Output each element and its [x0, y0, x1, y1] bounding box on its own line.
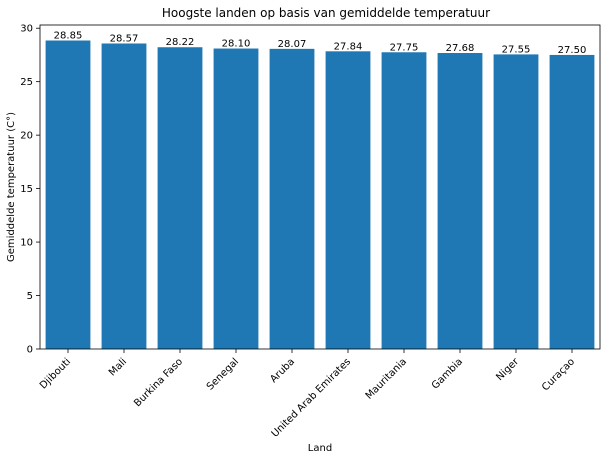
y-tick-label-5: 20	[20, 131, 33, 142]
plot-frame	[39, 24, 601, 350]
bar-8	[437, 53, 483, 350]
bar-7	[381, 52, 427, 349]
y-tick-label-3: 10	[20, 238, 33, 249]
x-tick-label-4: Senegal	[205, 356, 241, 392]
data-label-7: 27.75	[390, 42, 419, 53]
bar-9	[493, 54, 539, 349]
data-label-2: 28.57	[110, 33, 139, 44]
bar-2	[101, 43, 147, 349]
x-tick-label-1: Djibouti	[38, 356, 73, 391]
x-tick-label-10: Curaçao	[540, 356, 577, 393]
y-tick-label-1: 0	[27, 345, 33, 356]
data-labels-layer: 28.85 28.57 28.22 28.10 28.07 27.84 27.75 27.68…	[54, 31, 587, 56]
bar-1	[45, 40, 91, 350]
bar-10	[549, 54, 595, 350]
y-tick-label-6: 25	[20, 77, 33, 88]
data-label-9: 27.55	[502, 44, 531, 55]
data-label-3: 28.22	[166, 37, 195, 48]
bar-3	[157, 47, 203, 350]
x-tick-label-3: Burkina Faso	[132, 356, 185, 409]
x-tick-label-7: Mauritania	[364, 356, 409, 401]
x-tick-label-2: Mali	[107, 356, 129, 378]
data-label-6: 27.84	[334, 41, 363, 52]
x-tick-label-9: Niger	[494, 356, 521, 383]
bars-layer	[45, 40, 595, 350]
bar-6	[325, 51, 371, 349]
data-label-5: 28.07	[278, 39, 307, 50]
chart-title: Hoogste landen op basis van gemiddelde t…	[162, 6, 490, 20]
data-label-1: 28.85	[54, 31, 83, 42]
bar-5	[269, 48, 315, 349]
data-label-8: 27.68	[446, 43, 475, 54]
bar-4	[213, 48, 259, 350]
x-tick-label-8: Gambia	[430, 356, 465, 391]
y-tick-label-4: 15	[20, 184, 33, 195]
y-axis-label: Gemiddelde temperatuur (C°)	[6, 112, 17, 262]
y-tick-label-7: 30	[20, 24, 33, 35]
data-label-10: 27.50	[558, 45, 587, 56]
y-tick-label-2: 5	[27, 291, 33, 302]
x-axis-label: Land	[308, 443, 332, 454]
data-label-4: 28.10	[222, 39, 251, 50]
x-tick-label-5: Aruba	[268, 356, 297, 385]
